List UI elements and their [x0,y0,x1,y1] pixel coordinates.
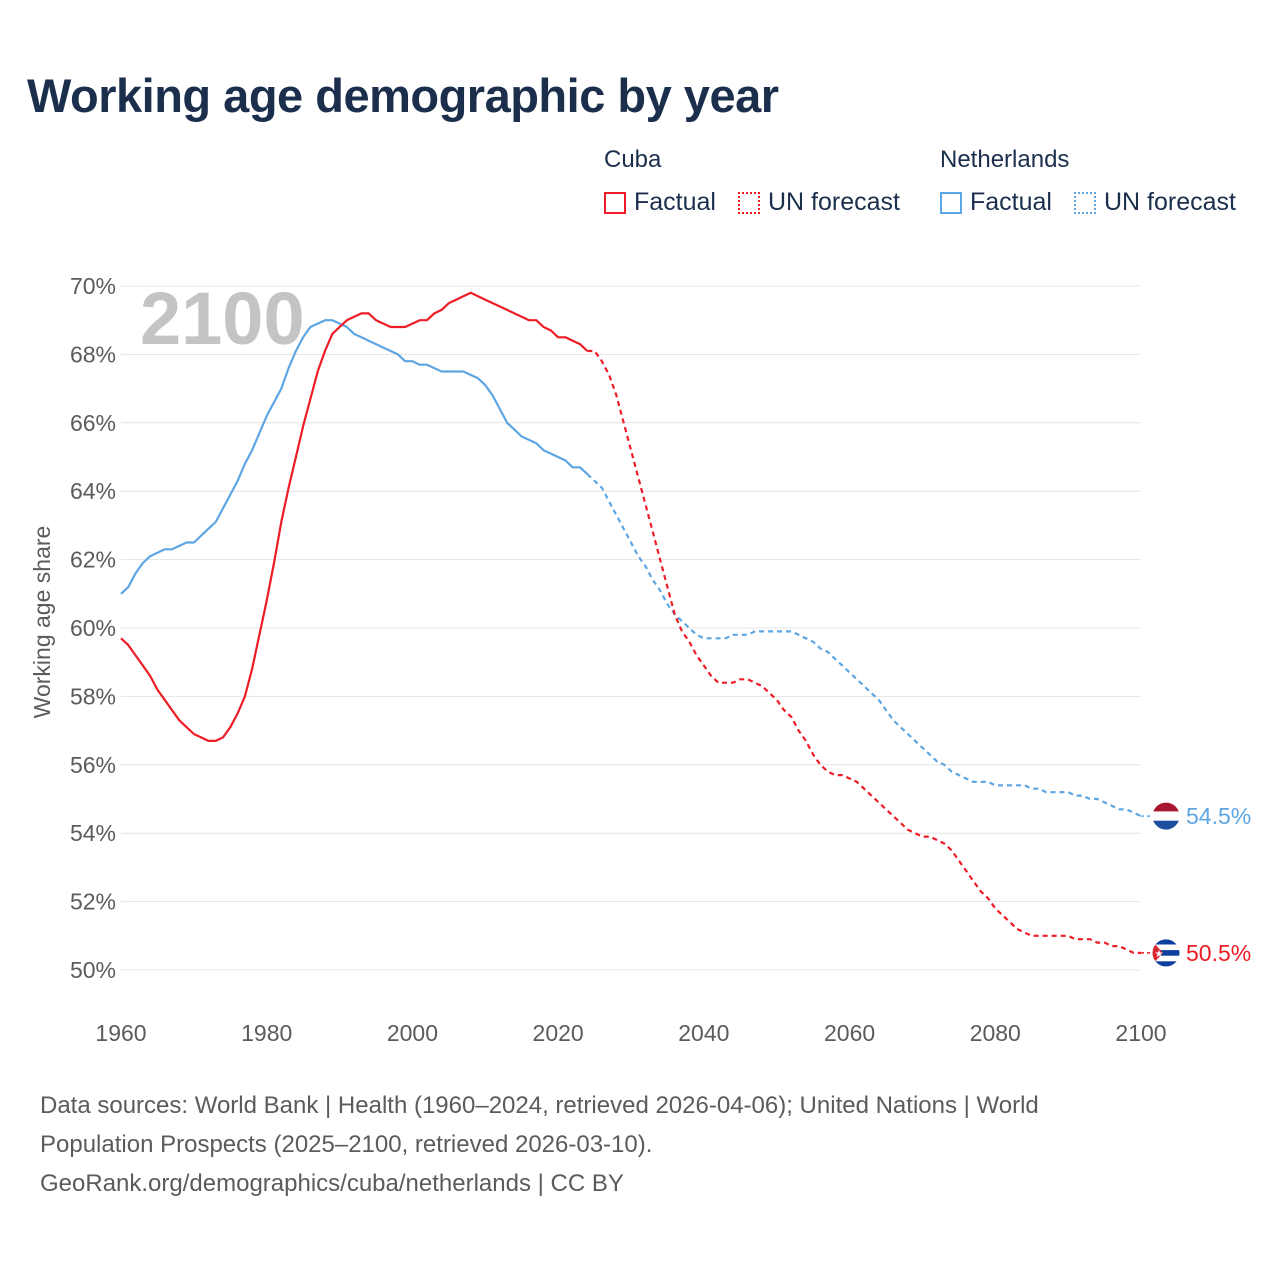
legend-netherlands-forecast-label: UN forecast [1104,188,1236,216]
y-tick-label: 62% [70,547,116,573]
netherlands-factual-line[interactable] [120,319,589,595]
netherlands-end-label: 54.5% [1186,803,1251,829]
x-tick-label: 1960 [95,1020,146,1046]
netherlands-flag-icon [1151,801,1181,831]
y-tick-label: 52% [70,889,116,915]
y-tick-label: 54% [70,820,116,846]
x-tick-label: 2060 [824,1020,875,1046]
legend-netherlands-factual[interactable]: Factual [940,188,1052,217]
x-tick-label: 2040 [678,1020,729,1046]
cuba-forecast-line[interactable] [587,349,1141,954]
x-tick-label: 2080 [970,1020,1021,1046]
y-tick-label: 58% [70,683,116,709]
data-sources: Data sources: World Bank | Health (1960–… [40,1086,1220,1203]
legend-cuba-factual-swatch [604,191,626,214]
y-axis-label: Working age share [29,526,55,719]
legend-group-cuba: Cuba [604,146,662,173]
legend-cuba-forecast-swatch [738,191,760,214]
gridlines [121,285,1141,971]
x-tick-label: 2100 [1115,1020,1166,1046]
legend-cuba-forecast[interactable]: UN forecast [738,188,900,217]
cuba-flag-star-icon: ★ [1155,949,1164,960]
cuba-end-label: 50.5% [1186,940,1251,966]
y-tick-label: 64% [70,478,116,504]
x-tick-label: 2020 [533,1020,584,1046]
legend-netherlands-factual-swatch [940,191,962,214]
x-tick-label: 1980 [241,1020,292,1046]
legend-cuba-forecast-label: UN forecast [768,188,900,216]
series-lines [120,291,1142,954]
sources-line-1: Data sources: World Bank | Health (1960–… [40,1092,1039,1119]
legend-netherlands-factual-label: Factual [970,188,1052,216]
x-axis-ticks: 1960 1980 2000 2020 2040 2060 2080 2100 [95,1020,1166,1046]
legend-cuba-factual-label: Factual [634,188,716,216]
line-chart: 50%52%54%56%58%60%62%64%66%68%70% 1960 19… [29,273,1251,1046]
legend-netherlands-forecast[interactable]: UN forecast [1074,188,1236,217]
legend-netherlands-forecast-swatch [1074,191,1096,214]
chart-title: Working age demographic by year [27,69,779,122]
y-tick-label: 66% [70,410,116,436]
y-tick-label: 56% [70,752,116,778]
x-tick-label: 2000 [387,1020,438,1046]
legend-group-netherlands: Netherlands [940,146,1070,173]
series-end-markers: 54.5% ★ 50.5% [1141,801,1251,968]
sources-line-2: Population Prospects (2025–2100, retriev… [40,1131,653,1158]
legend-cuba-factual[interactable]: Factual [604,188,716,217]
y-axis-ticks: 50% 52% 54% 56% 58% 60% 62% 64% 66% 68% 70% [70,273,116,983]
y-tick-label: 50% [70,957,116,983]
cuba-flag-icon: ★ [1151,938,1181,968]
y-tick-label: 60% [70,615,116,641]
cuba-factual-line[interactable] [120,291,589,742]
netherlands-forecast-line[interactable] [586,473,1142,818]
y-tick-label: 70% [70,273,116,299]
year-overlay: 2100 [140,277,305,360]
sources-line-3[interactable]: GeoRank.org/demographics/cuba/netherland… [40,1170,624,1197]
y-tick-label: 68% [70,341,116,367]
